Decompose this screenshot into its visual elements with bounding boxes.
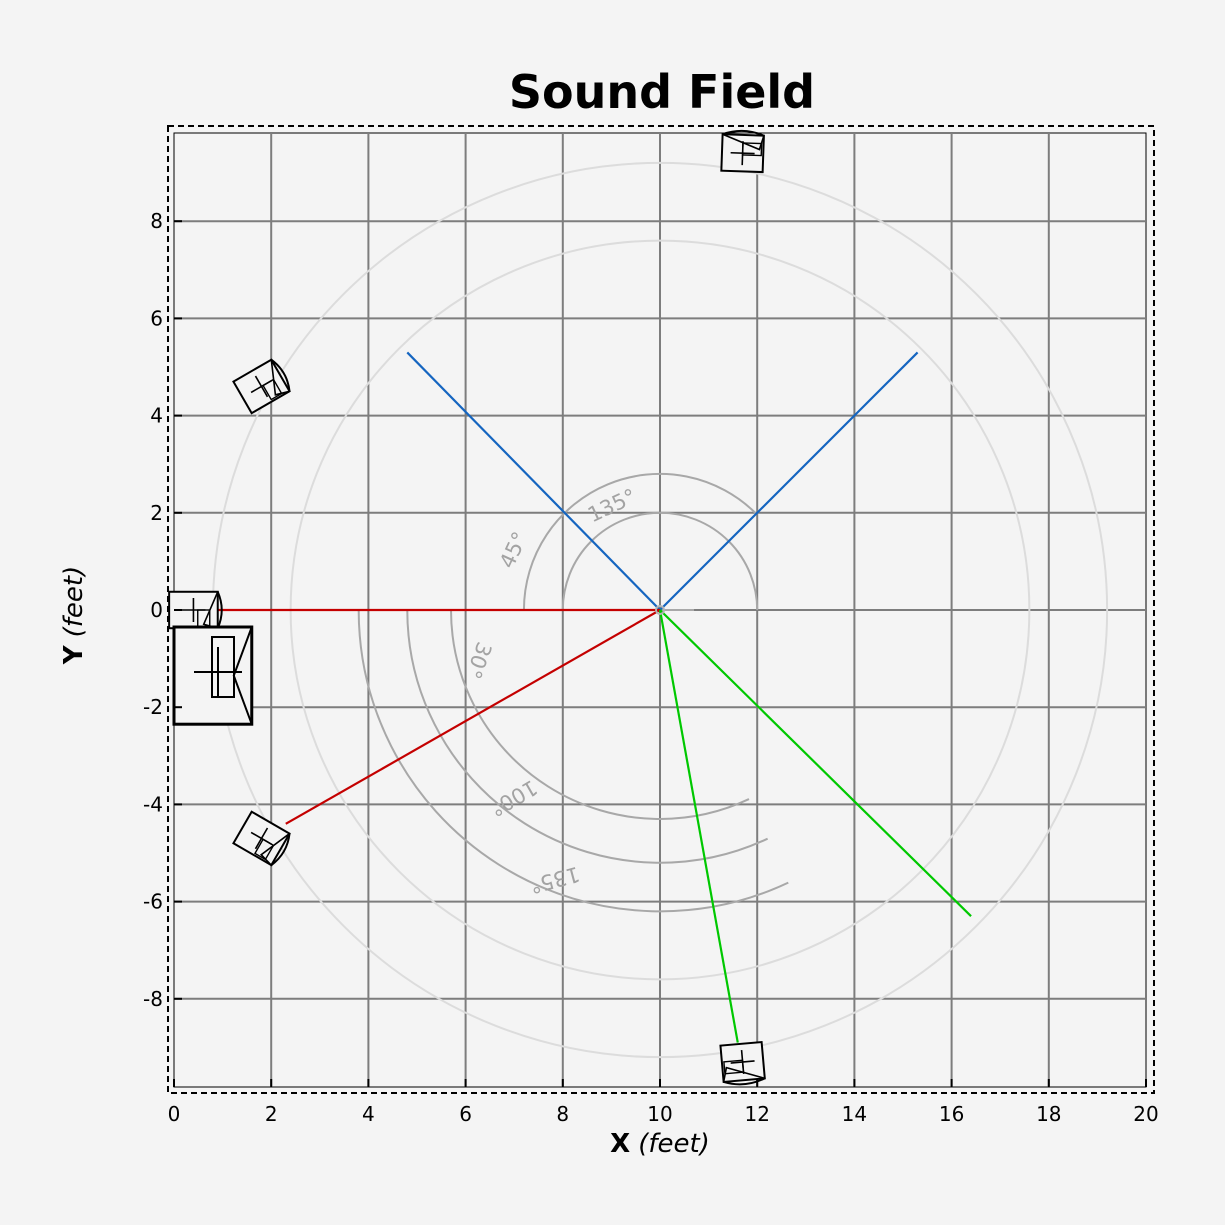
- x-axis-label: X (feet): [610, 1129, 710, 1159]
- chart-title: Sound Field: [509, 65, 815, 119]
- x-tick-label: 10: [647, 1102, 672, 1126]
- front-arc-45: [522, 472, 757, 611]
- x-tick-label: 8: [556, 1102, 569, 1126]
- x-axis-label-unit: (feet): [638, 1129, 710, 1159]
- speaker-lines: [217, 351, 972, 1043]
- y-tick-label: -4: [143, 792, 163, 816]
- x-tick-label: 4: [362, 1102, 375, 1126]
- x-tick-label: 14: [842, 1102, 867, 1126]
- speaker-cone: [723, 1077, 766, 1086]
- speaker-line: [659, 351, 919, 611]
- speaker-cone: [270, 358, 291, 392]
- speaker-cross-v: [254, 375, 269, 398]
- speaker-cross-v: [254, 827, 269, 850]
- speaker-line: [659, 609, 972, 917]
- y-tick-label: -8: [143, 987, 163, 1011]
- y-axis-label-bold: Y: [59, 644, 89, 665]
- speaker-icon: [232, 810, 291, 867]
- axis-ticks: 0 2 4 6 8 10 12 14 16 18 20 -8 -6 -4 -2 0 2 4 6 8: [143, 209, 1159, 1126]
- speaker-line: [406, 351, 661, 611]
- speaker-driver: [722, 133, 765, 151]
- speaker-cone: [722, 129, 765, 137]
- speaker-cross-v: [730, 151, 755, 155]
- y-tick-label: 0: [150, 598, 163, 622]
- speaker-driver: [259, 832, 291, 866]
- rear-arc: [357, 609, 789, 913]
- speakers: [168, 129, 766, 1086]
- speaker-icon: [232, 358, 291, 415]
- x-tick-label: 2: [265, 1102, 278, 1126]
- speaker-line: [658, 609, 739, 1043]
- rear-arc: [450, 609, 750, 820]
- subwoofer-port: [211, 636, 235, 699]
- x-tick-label: 16: [939, 1102, 964, 1126]
- x-axis-label-bold: X: [610, 1129, 630, 1159]
- y-axis-label: Y (feet): [59, 566, 89, 665]
- x-tick-label: 20: [1133, 1102, 1158, 1126]
- speaker-cone: [270, 833, 291, 866]
- x-tick-label: 18: [1036, 1102, 1061, 1126]
- y-tick-label: -6: [143, 890, 163, 914]
- x-tick-label: 0: [168, 1102, 181, 1126]
- listener-marker: [655, 605, 665, 615]
- front-arc-135: [561, 511, 759, 611]
- speaker-cross-v: [730, 1060, 755, 1064]
- y-axis-label-unit: (feet): [59, 566, 89, 638]
- x-tick-label: 12: [744, 1102, 769, 1126]
- speaker-icon: [719, 1040, 766, 1086]
- speaker-cone: [216, 591, 223, 629]
- grid: [174, 133, 1146, 1087]
- speaker-driver: [722, 1066, 765, 1083]
- outer-frame: [167, 125, 1155, 1094]
- y-tick-label: 2: [150, 501, 163, 525]
- y-tick-label: 8: [150, 209, 163, 233]
- rear-arc: [406, 609, 769, 864]
- y-tick-label: 6: [150, 306, 163, 330]
- speaker-line: [285, 609, 661, 825]
- y-tick-label: -2: [143, 695, 163, 719]
- x-tick-label: 6: [459, 1102, 472, 1126]
- speaker-icon: [720, 129, 765, 174]
- speaker-driver: [270, 359, 290, 396]
- y-tick-label: 4: [150, 404, 163, 428]
- subwoofer-icon: [172, 625, 254, 726]
